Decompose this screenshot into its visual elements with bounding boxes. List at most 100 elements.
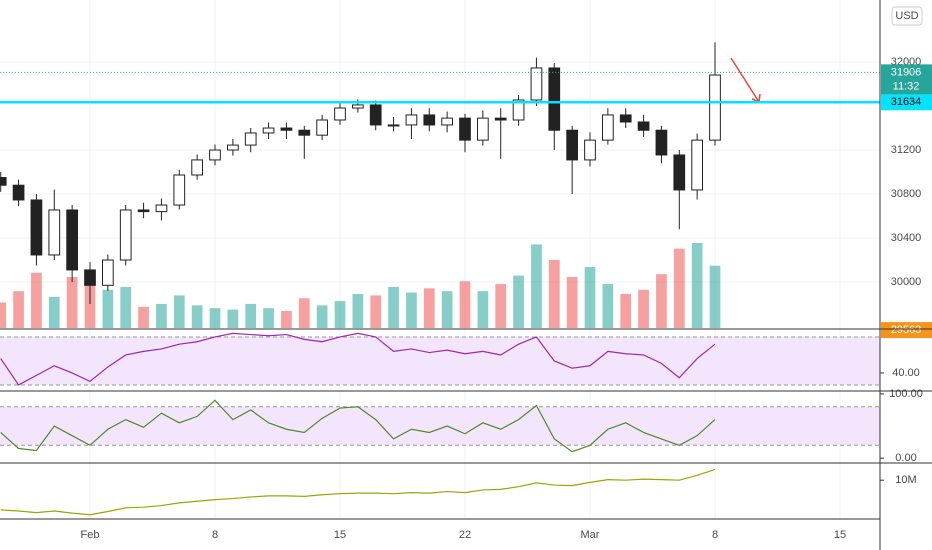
volume-bar (620, 294, 632, 328)
volume-bar (638, 289, 649, 328)
candle-body (173, 174, 186, 206)
obv-line (0, 468, 716, 516)
currency-button[interactable] (891, 6, 923, 26)
current-price-label: 31906 (891, 66, 922, 78)
volume-bar (602, 284, 614, 328)
y-tick-label: 31200 (891, 144, 922, 156)
volume-bar (245, 303, 257, 328)
volume-bar (691, 243, 703, 328)
candle-body (102, 259, 114, 286)
candle-body (155, 204, 168, 213)
volume-bar (566, 277, 578, 328)
candle-body (512, 99, 525, 121)
candle-body (369, 104, 382, 126)
marker-price-bg (881, 322, 932, 339)
candle-body (530, 67, 543, 101)
candle-body (387, 124, 400, 127)
volume-bar (227, 309, 239, 328)
candle-body (655, 129, 668, 156)
candle-body (441, 117, 453, 126)
candle-body (405, 114, 418, 126)
current-price-bg (881, 64, 932, 95)
y-tick-label: 30800 (891, 188, 922, 200)
price-label-bg (881, 94, 932, 111)
candle-body (316, 119, 328, 136)
volume-bar (120, 286, 132, 328)
volume-bar (316, 305, 328, 328)
volume-bar (66, 277, 78, 328)
candle-body (637, 121, 650, 131)
volume-bar (477, 291, 489, 328)
candle-body (244, 132, 257, 146)
y-tick-label: 40.00 (892, 367, 920, 379)
candle-body (119, 209, 132, 261)
volume-bar (352, 294, 364, 328)
y-tick-label: 30000 (891, 276, 922, 288)
band-fill (0, 406, 880, 446)
candle-body (262, 127, 275, 134)
volume-bar (388, 286, 399, 328)
candle-body (691, 139, 703, 191)
volume-bar (423, 288, 435, 328)
candle-body (298, 129, 311, 136)
x-tick-label: 15 (834, 529, 846, 541)
y-tick-label: 30400 (891, 232, 922, 244)
candle-body (84, 269, 96, 286)
volume-bar (495, 284, 507, 328)
candle-body (209, 149, 221, 161)
x-tick-label: 8 (212, 529, 218, 541)
countdown-label: 11:32 (893, 80, 920, 92)
volume-bar (513, 275, 524, 328)
volume-bar (13, 291, 24, 328)
candle-body (602, 114, 614, 141)
band-fill (0, 336, 880, 385)
volume-bar (156, 303, 167, 328)
volume-bar (48, 296, 60, 328)
candle-body (477, 117, 489, 141)
candle-body (280, 127, 293, 131)
volume-bar (138, 306, 149, 328)
volume-bar (548, 260, 560, 328)
volume-bar (31, 272, 42, 328)
candle-body (30, 199, 43, 256)
stoch-line (0, 399, 716, 453)
volume-bar (584, 267, 596, 328)
candle-body (673, 154, 686, 191)
marker-price-label: 29563 (891, 324, 922, 336)
volume-bar (102, 289, 114, 328)
candle-body (352, 104, 364, 109)
volume-bar (298, 298, 310, 328)
volume-bar (656, 274, 667, 328)
price-label: 31634 (891, 96, 922, 108)
candle-body (227, 144, 239, 151)
candle-body (619, 114, 632, 123)
volume-bar (263, 308, 274, 328)
candle-body (48, 209, 61, 256)
x-tick-label: Mar (581, 529, 600, 541)
candle-body (548, 67, 561, 131)
currency-label: USD (895, 10, 918, 22)
volume-bar (406, 292, 417, 328)
candle-body (584, 139, 596, 161)
candle-body (66, 209, 78, 271)
candle-body (137, 209, 150, 213)
volume-bar (531, 244, 542, 328)
y-tick-label: 100.00 (889, 388, 923, 400)
y-tick-label: 0.00 (895, 452, 916, 464)
candle-body (423, 114, 436, 126)
candle-body (459, 117, 471, 141)
volume-bar (0, 302, 7, 328)
x-tick-label: 22 (459, 529, 471, 541)
candle-body (709, 74, 721, 141)
volume-bar (173, 295, 185, 328)
volume-bar (673, 248, 685, 328)
x-tick-label: Feb (81, 529, 100, 541)
candle-body (566, 129, 578, 161)
volume-bar (441, 291, 453, 328)
volume-bar (459, 281, 471, 328)
candle-body (494, 117, 507, 121)
candle-body (12, 184, 25, 201)
volume-bar (709, 265, 721, 328)
